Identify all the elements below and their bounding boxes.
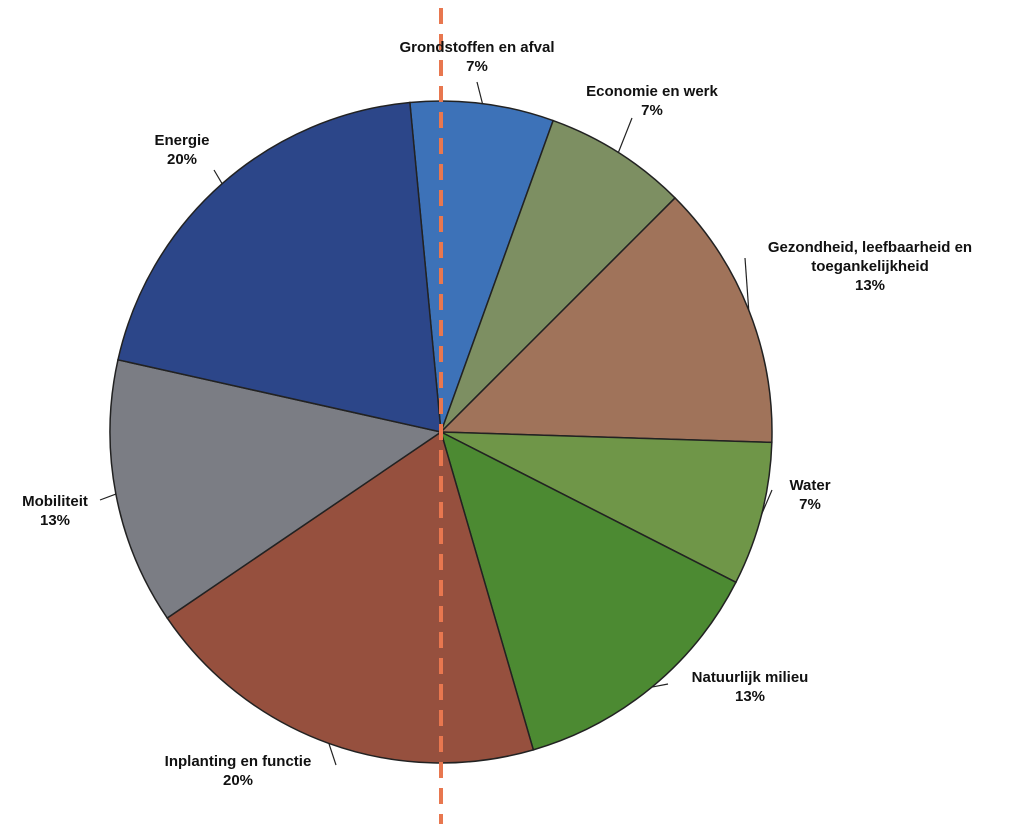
slices (109, 100, 773, 764)
pie-slice (439, 196, 773, 444)
value-label: 20% (222, 772, 254, 789)
category-name: Economie en werk (586, 83, 718, 100)
slice-label: Energie 20% (132, 131, 232, 169)
value-label: 7% (799, 496, 821, 513)
leader-line (213, 169, 223, 185)
leader-line (651, 683, 669, 688)
slice-label: Economie en werk 7% (552, 82, 752, 120)
category-name: Gezondheid, leefbaarheid en toegankelijk… (767, 239, 973, 275)
slice-label: Inplanting en functie 20% (133, 752, 343, 790)
pie-slice (440, 431, 773, 584)
category-name: Inplanting en functie (164, 753, 312, 770)
leader-line (744, 257, 750, 311)
leader-line (617, 117, 633, 153)
leader-line (761, 489, 773, 515)
leader-line (476, 81, 484, 104)
leaders (99, 81, 773, 766)
value-label: 13% (854, 277, 886, 294)
value-label: 7% (466, 58, 488, 75)
category-name: Natuurlijk milieu (691, 669, 809, 686)
slice-label: Grondstoffen en afval 7% (367, 38, 587, 76)
category-name: Grondstoffen en afval (399, 39, 555, 56)
slice-label: Water 7% (770, 476, 850, 514)
value-label: 20% (166, 151, 198, 168)
leader-line (328, 743, 337, 766)
slice-label: Mobiliteit 13% (5, 492, 105, 530)
slice-label: Natuurlijk milieu 13% (670, 668, 830, 706)
value-label: 7% (641, 102, 663, 119)
category-name: Water (789, 477, 831, 494)
leader-line (99, 493, 117, 501)
pie-slice (117, 101, 442, 433)
slice-label: Gezondheid, leefbaarheid en toegankelijk… (735, 238, 1005, 295)
pie-slice (440, 119, 677, 433)
category-name: Energie (154, 132, 210, 149)
value-label: 13% (39, 512, 71, 529)
category-name: Mobiliteit (22, 493, 88, 510)
value-label: 13% (734, 688, 766, 705)
pie-slice (439, 430, 737, 751)
